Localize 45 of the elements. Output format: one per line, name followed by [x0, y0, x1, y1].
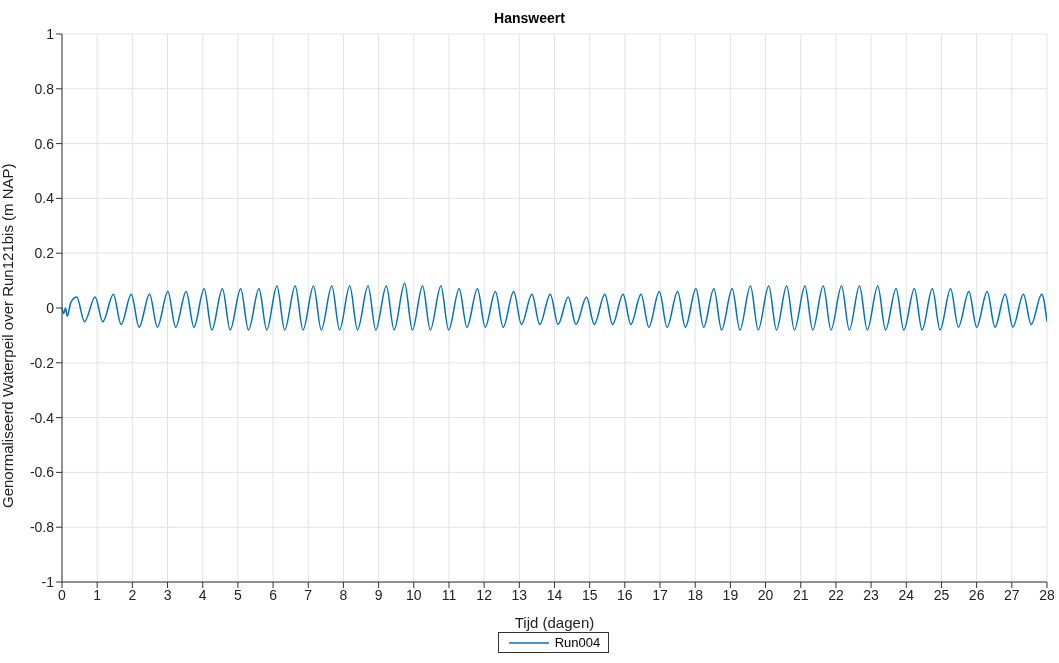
y-tick-label: -0.2 [29, 354, 55, 371]
x-tick-label: 14 [546, 586, 563, 603]
x-tick-label: 13 [511, 586, 528, 603]
x-tick-label: 9 [374, 586, 383, 603]
y-tick-label: -0.6 [29, 464, 55, 481]
chart-title: Hansweert [494, 10, 565, 26]
y-axis-title: Genormaliseerd Waterpeil over Run121bis (m NAP) [0, 163, 17, 508]
x-tick-label: 5 [233, 586, 242, 603]
y-tick-label: -1 [41, 573, 55, 590]
x-tick-label: 26 [968, 586, 985, 603]
x-tick-label: 25 [933, 586, 950, 603]
x-tick-label: 2 [128, 586, 137, 603]
x-tick-label: 8 [339, 586, 348, 603]
x-tick-label: 10 [406, 586, 422, 603]
y-tick-label: 0.6 [34, 135, 55, 152]
x-tick-label: 24 [898, 586, 915, 603]
x-tick-label: 6 [269, 586, 278, 603]
x-tick-label: 21 [792, 586, 809, 603]
x-tick-label: 19 [722, 586, 739, 603]
x-tick-label: 1 [93, 586, 102, 603]
y-tick-label: 0.2 [34, 245, 55, 262]
x-tick-label: 27 [1004, 586, 1020, 603]
x-axis-title: Tijd (dagen) [514, 614, 595, 631]
x-tick-label: 20 [757, 586, 774, 603]
y-tick-label: 0 [46, 299, 55, 316]
y-tick-label: 0.8 [34, 80, 55, 97]
y-tick-label: -0.8 [29, 519, 55, 536]
x-tick-label: 12 [476, 586, 493, 603]
x-tick-label: 18 [687, 586, 704, 603]
legend-label: Run004 [554, 635, 601, 650]
x-tick-label: 4 [198, 586, 207, 603]
x-tick-label: 23 [863, 586, 880, 603]
x-tick-label: 15 [581, 586, 598, 603]
x-tick-label: 28 [1039, 586, 1055, 603]
x-tick-label: 0 [58, 586, 67, 603]
x-tick-label: 3 [163, 586, 172, 603]
x-tick-label: 11 [441, 586, 457, 603]
x-tick-label: 7 [304, 586, 313, 603]
y-tick-label: 1 [46, 25, 55, 42]
x-tick-label: 16 [617, 586, 633, 603]
y-tick-label: 0.4 [34, 190, 55, 207]
y-tick-label: -0.4 [29, 409, 55, 426]
line-series [62, 282, 1047, 331]
x-tick-label: 17 [652, 586, 669, 603]
x-tick-label: 22 [828, 586, 844, 603]
